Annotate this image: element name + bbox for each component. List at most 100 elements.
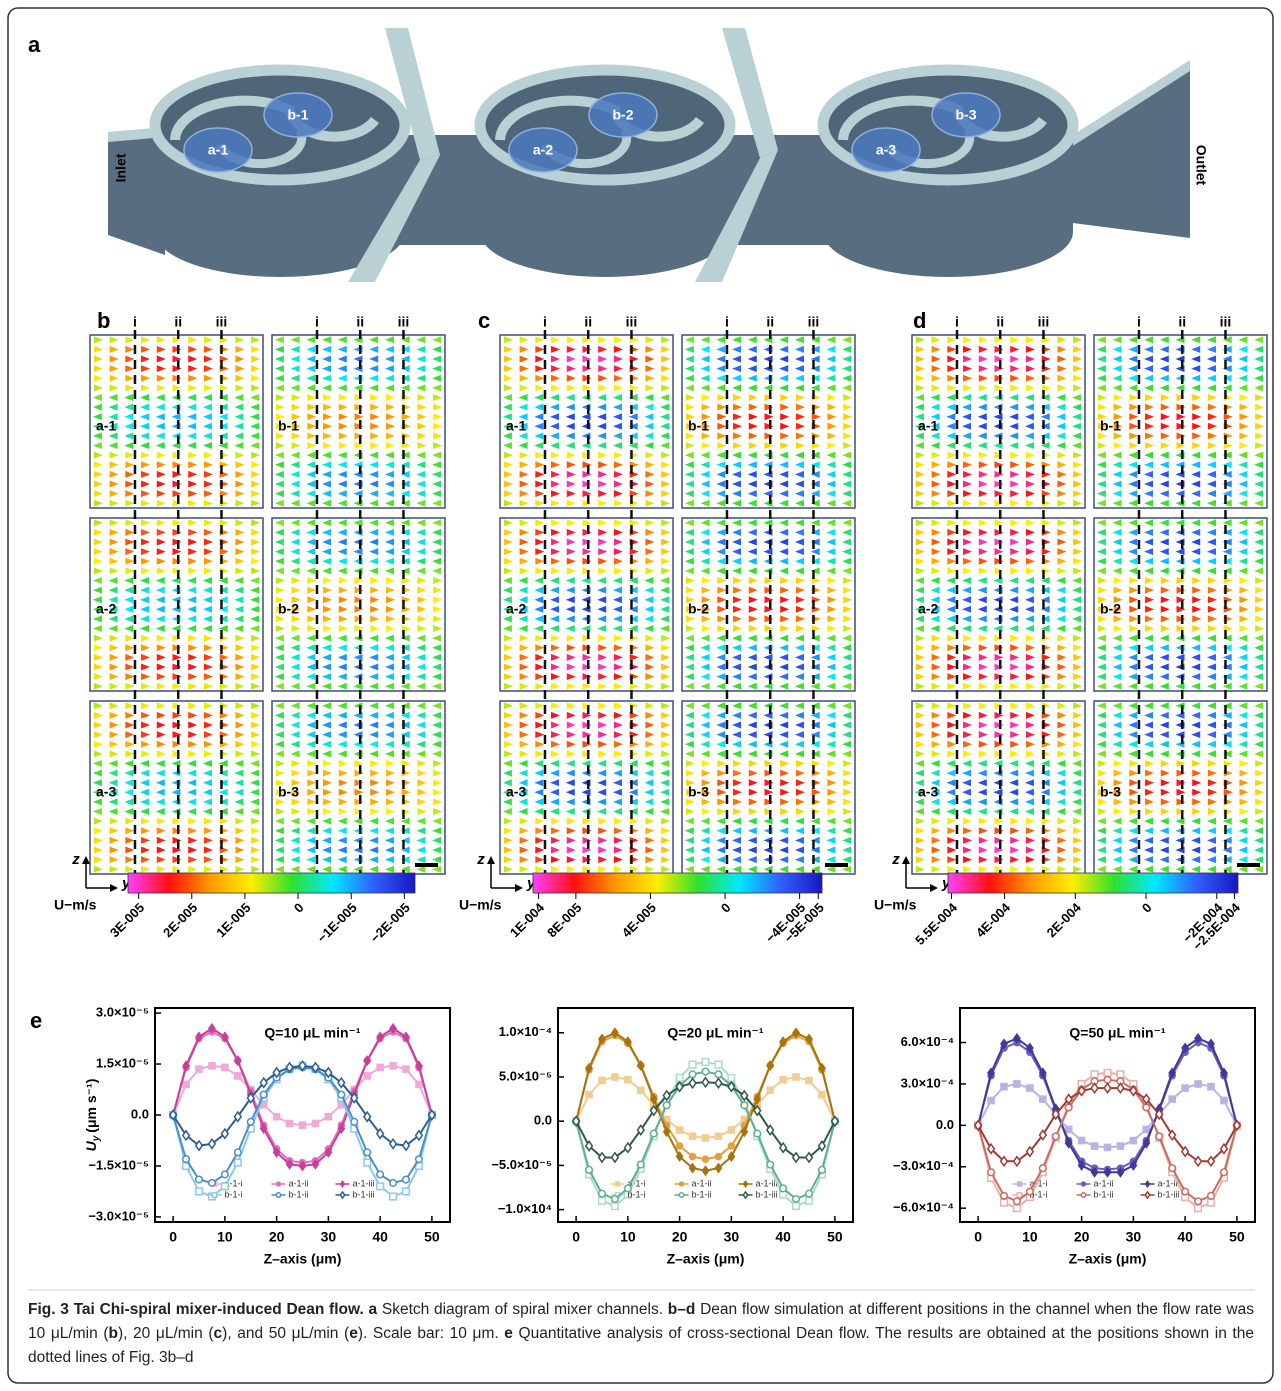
position-label: b-2 xyxy=(613,107,634,123)
legend-marker xyxy=(1145,1181,1149,1187)
column-label: iii xyxy=(626,314,638,330)
colorbar xyxy=(128,873,415,893)
data-point xyxy=(403,1188,410,1195)
column-label: ii xyxy=(584,314,592,330)
data-point xyxy=(222,1171,229,1178)
legend-label: a-1-iii xyxy=(756,1178,778,1188)
data-point xyxy=(377,1183,384,1190)
data-point xyxy=(689,1133,696,1140)
data-point xyxy=(1001,1083,1008,1090)
data-point xyxy=(612,1074,619,1081)
data-point xyxy=(650,1130,657,1137)
legend-marker xyxy=(1145,1192,1149,1198)
data-point xyxy=(819,1091,826,1098)
data-point xyxy=(741,1102,748,1109)
data-point xyxy=(1078,1137,1085,1144)
y-tick-label: 1.5×10⁻⁵ xyxy=(96,1055,149,1070)
data-point xyxy=(183,1081,190,1088)
figure-page: a Inlet Outlet e a-1b-1a-2b-2a-3b-3ba-1a… xyxy=(0,0,1281,1391)
data-point xyxy=(676,1075,683,1082)
series-line xyxy=(173,1066,432,1125)
column-label: ii xyxy=(356,314,364,330)
column-label: iii xyxy=(1220,314,1232,330)
colorbar-tick-label: 3E-005 xyxy=(107,900,147,940)
position-label: b-3 xyxy=(1100,784,1121,800)
data-point xyxy=(1091,1083,1098,1092)
colorbar-tick-label: 1E-004 xyxy=(507,899,548,940)
column-label: i xyxy=(1137,314,1141,330)
position-label: b-1 xyxy=(288,107,309,123)
x-axis-label: Z–axis (μm) xyxy=(264,1251,342,1267)
panel-label: c xyxy=(478,308,490,333)
column-label: ii xyxy=(174,314,182,330)
y-tick-label: 0.0 xyxy=(534,1113,552,1128)
data-point xyxy=(793,1203,800,1210)
legend-label: b-1-iii xyxy=(756,1189,778,1199)
legend-marker xyxy=(743,1181,747,1187)
data-point xyxy=(1195,1198,1202,1205)
column-label: i xyxy=(543,314,547,330)
data-point xyxy=(403,1141,410,1150)
legend-label: b-1-ii xyxy=(692,1189,712,1199)
data-point xyxy=(806,1190,813,1197)
position-label: a-3 xyxy=(918,784,938,800)
position-label: a-3 xyxy=(506,784,526,800)
legend-marker xyxy=(340,1181,344,1187)
data-point xyxy=(364,1149,371,1156)
axis-letter: z xyxy=(71,851,80,868)
position-label: a-1 xyxy=(918,418,938,434)
x-tick-label: 30 xyxy=(1126,1229,1142,1245)
axis-letter: z xyxy=(891,851,900,868)
x-tick-label: 0 xyxy=(572,1229,580,1245)
position-label: b-1 xyxy=(278,418,299,434)
legend-marker xyxy=(276,1182,280,1186)
figure: a Inlet Outlet e a-1b-1a-2b-2a-3b-3ba-1a… xyxy=(0,0,1281,1391)
y-tick-label: 0.0 xyxy=(131,1106,149,1121)
data-point xyxy=(1027,1188,1034,1195)
caption-text: ), 20 μL/min ( xyxy=(118,1325,214,1342)
column-label: iii xyxy=(808,314,820,330)
data-point xyxy=(599,1190,606,1197)
sketch xyxy=(108,28,1190,282)
data-point xyxy=(1182,1188,1189,1195)
data-point xyxy=(1104,1144,1111,1151)
column-label: i xyxy=(955,314,959,330)
position-label: a-2 xyxy=(506,601,526,617)
data-point xyxy=(1104,1083,1111,1092)
position-label: b-2 xyxy=(688,601,709,617)
colorbar xyxy=(948,873,1238,893)
caption-text: c xyxy=(214,1325,223,1342)
caption-text: a xyxy=(364,1301,377,1318)
data-point xyxy=(235,1149,242,1156)
data-point xyxy=(663,1102,670,1109)
arrow-head xyxy=(82,856,90,864)
data-point xyxy=(403,1066,410,1073)
data-point xyxy=(612,1153,619,1162)
data-point xyxy=(599,1077,606,1084)
data-point xyxy=(1208,1199,1215,1206)
caption-title: Fig. 3 Tai Chi-spiral mixer-induced Dean… xyxy=(28,1301,364,1318)
data-point xyxy=(806,1077,813,1084)
legend-label: a-1-ii xyxy=(692,1178,712,1188)
data-point xyxy=(390,1193,397,1200)
data-point xyxy=(247,1118,254,1125)
data-point xyxy=(988,1169,995,1176)
arrow-head xyxy=(515,884,523,892)
data-point xyxy=(1117,1143,1124,1150)
series-line xyxy=(173,1066,432,1146)
caption-text: e xyxy=(349,1325,358,1342)
data-point xyxy=(715,1133,722,1140)
data-point xyxy=(1065,1104,1072,1111)
data-point xyxy=(767,1161,774,1168)
data-point xyxy=(1104,1076,1111,1083)
x-tick-label: 20 xyxy=(672,1229,688,1245)
data-point xyxy=(586,1167,593,1174)
legend-label: b-1-ii xyxy=(289,1189,309,1199)
column-label: ii xyxy=(1178,314,1186,330)
data-point xyxy=(586,1091,593,1098)
data-point xyxy=(1027,1085,1034,1092)
legend-label: b-1-iii xyxy=(1158,1189,1180,1199)
data-point xyxy=(819,1167,826,1174)
x-tick-label: 0 xyxy=(974,1229,982,1245)
data-point xyxy=(728,1075,735,1082)
